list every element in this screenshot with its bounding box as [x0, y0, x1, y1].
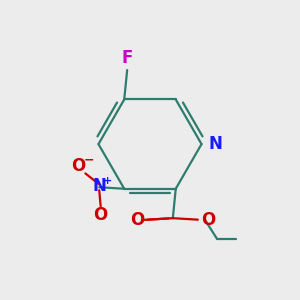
Text: O: O [130, 211, 144, 229]
Text: +: + [103, 176, 112, 186]
Text: O: O [201, 211, 216, 229]
Text: O: O [71, 157, 86, 175]
Text: −: − [84, 153, 94, 167]
Text: O: O [94, 206, 108, 224]
Text: F: F [122, 49, 133, 67]
Text: N: N [92, 177, 106, 195]
Text: N: N [208, 135, 222, 153]
